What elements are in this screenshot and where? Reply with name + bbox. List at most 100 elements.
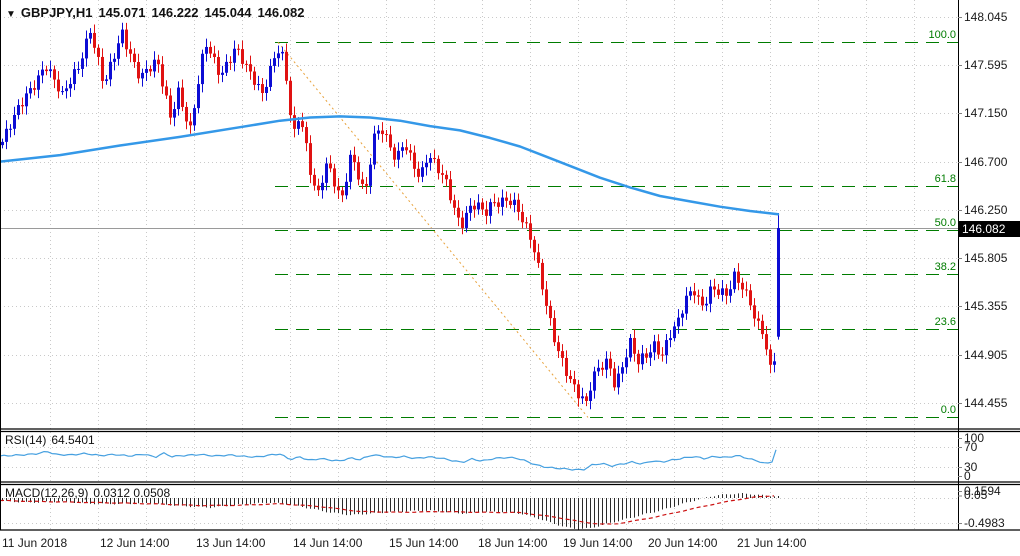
candle-body [57, 79, 60, 92]
candle-body [253, 71, 256, 85]
candle-body [561, 351, 564, 358]
candle-body [589, 390, 592, 402]
macd-scale-label: -0.4983 [964, 516, 1005, 531]
candle-body [197, 84, 200, 109]
candle-body [265, 86, 268, 94]
candle-body [473, 205, 476, 210]
candle-body [153, 59, 156, 72]
candle-body [221, 72, 224, 75]
candle-body [565, 357, 568, 376]
candle-body [237, 48, 240, 50]
macd-scale-label: 0.1594 [964, 484, 1001, 498]
candle-body [313, 174, 316, 186]
candle-body [273, 58, 276, 66]
candle-body [433, 158, 436, 160]
candle-body [529, 223, 532, 240]
candle-body [25, 93, 28, 107]
rsi-scale-label: 0 [964, 469, 971, 483]
rsi-value: 64.5401 [51, 433, 95, 447]
time-axis-label: 12 Jun 14:00 [100, 536, 170, 550]
candle-body [609, 358, 612, 369]
candle-body [177, 87, 180, 110]
grid-layer [0, 0, 958, 530]
macd-scale-label: 0.05 [964, 488, 988, 503]
candle-body [341, 190, 344, 196]
candle-body [113, 58, 116, 62]
rsi-scale-label: 70 [964, 440, 978, 454]
candle-body [545, 289, 548, 306]
candle-body [525, 222, 528, 224]
candle-body [585, 396, 588, 402]
price-axis-label: 146.250 [964, 203, 1008, 217]
candle-body [185, 106, 188, 122]
candle-body [777, 228, 780, 337]
price-axis-label: 144.905 [964, 348, 1008, 362]
candle-body [621, 367, 624, 374]
candle-body [537, 252, 540, 263]
candle-body [13, 114, 16, 129]
time-axis-label: 20 Jun 14:00 [648, 536, 718, 550]
candle-body [757, 318, 760, 321]
candle-body [709, 286, 712, 304]
candle-body [397, 150, 400, 160]
chart-dropdown-icon[interactable]: ▼ [6, 9, 16, 20]
candle-body [305, 127, 308, 144]
candle-body [457, 207, 460, 218]
candle-body [689, 291, 692, 296]
candle-body [381, 130, 384, 135]
candle-body [665, 340, 668, 356]
ohlc-close: 146.082 [257, 5, 305, 20]
price-axis-label: 145.805 [964, 251, 1008, 265]
candle-body [449, 179, 452, 201]
candle-body [285, 51, 288, 81]
fib-level-label: 23.6 [934, 315, 956, 328]
candle-body [717, 289, 720, 295]
candle-body [521, 211, 524, 223]
ohlc-low: 145.044 [204, 5, 252, 20]
candle-body [753, 305, 756, 319]
candle-body [601, 367, 604, 370]
candle-body [425, 162, 428, 168]
candle-body [393, 147, 396, 160]
candle-body [485, 209, 488, 216]
candle-body [53, 69, 56, 80]
candle-body [1, 141, 4, 146]
macd-values: 0.0312 0.0508 [93, 486, 171, 500]
candle-body [629, 337, 632, 358]
ohlc-high: 146.222 [151, 5, 199, 20]
candle-body [41, 69, 44, 76]
candle-body [205, 46, 208, 54]
candle-body [69, 84, 72, 89]
candle-body [321, 182, 324, 191]
candle-body [517, 199, 520, 212]
candle-body [489, 202, 492, 216]
candle-body [377, 130, 380, 134]
candle-body [713, 286, 716, 290]
candle-body [241, 49, 244, 64]
rsi-layer [0, 449, 777, 471]
rsi-scale-label: 100 [964, 431, 985, 445]
fib-level-label: 0.0 [940, 403, 956, 416]
chart-symbol-period: GBPJPY,H1 [20, 5, 93, 20]
candle-body [29, 88, 32, 94]
macd-layer [0, 492, 779, 530]
candle-body [137, 62, 140, 79]
candle-body [677, 317, 680, 327]
price-axis-label: 144.455 [964, 396, 1008, 410]
time-axis-label: 19 Jun 14:00 [563, 536, 633, 550]
candle-body [513, 199, 516, 205]
candle-body [165, 86, 168, 96]
candle-body [333, 168, 336, 187]
candle-body [225, 61, 228, 73]
candle-body [749, 290, 752, 306]
candle-body [121, 29, 124, 44]
candle-body [325, 163, 328, 183]
candle-body [145, 68, 148, 73]
candle-body [405, 147, 408, 151]
candle-body [129, 49, 132, 54]
candle-body [605, 358, 608, 370]
price-axis-label: 145.355 [964, 299, 1008, 313]
candle-body [737, 271, 740, 283]
candle-body [9, 128, 12, 130]
